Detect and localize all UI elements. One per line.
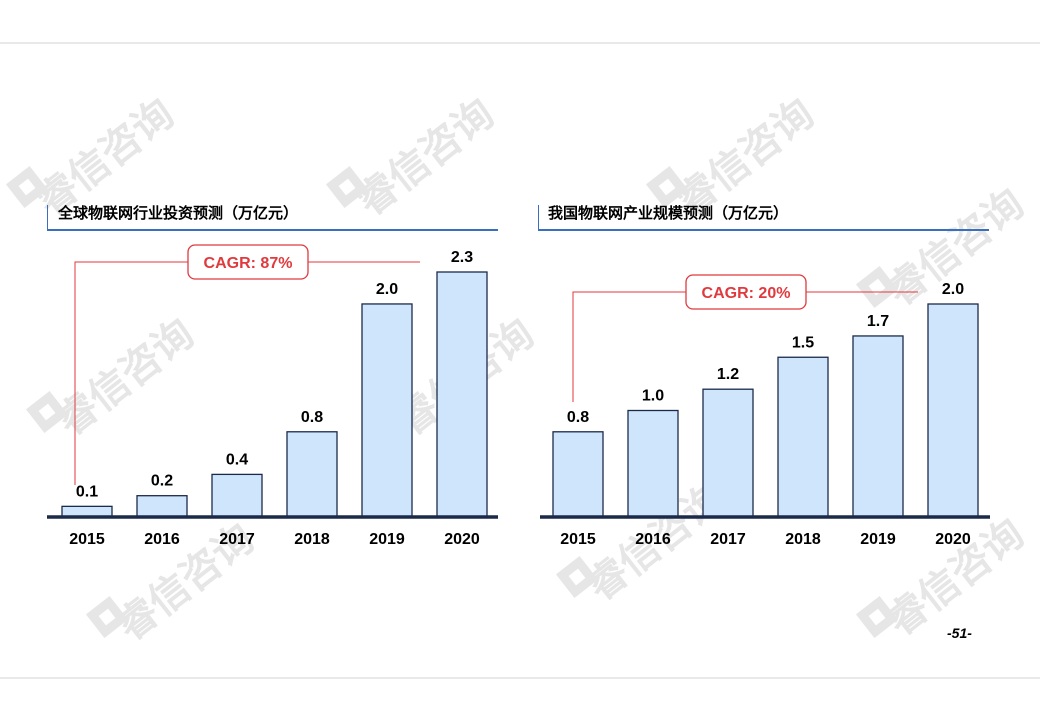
x-tick-label: 2018: [785, 531, 821, 548]
data-label: 1.7: [867, 313, 889, 330]
watermark-logo-icon: [553, 553, 601, 601]
bar: [552, 431, 604, 518]
top-rule: [0, 42, 1040, 44]
watermark-logo-icon: [643, 163, 691, 211]
x-tick-label: 2017: [710, 531, 746, 548]
x-tick-label: 2019: [860, 531, 896, 548]
cagr-box: [187, 244, 309, 280]
bar: [286, 431, 338, 518]
data-label: 2.0: [942, 281, 964, 298]
title-rule-right: [538, 229, 989, 231]
chart-title-china-iot-scale: 我国物联网产业规模预测（万亿元）: [548, 204, 789, 222]
bottom-rule: [0, 677, 1040, 679]
title-tick-right: [538, 205, 539, 231]
data-label: 1.5: [792, 334, 814, 351]
x-tick-label: 2016: [635, 531, 671, 548]
watermark-logo-icon: [23, 388, 71, 436]
bar: [852, 335, 904, 518]
bar: [702, 388, 754, 518]
data-label: 0.1: [76, 483, 98, 500]
data-label: 0.4: [226, 451, 248, 468]
watermark-logo-icon: [853, 263, 901, 311]
page-number: -51-: [947, 625, 972, 641]
x-tick-label: 2016: [144, 531, 180, 548]
chart-title-global-iot-investment: 全球物联网行业投资预测（万亿元）: [58, 204, 299, 222]
data-label: 2.0: [376, 281, 398, 298]
x-tick-label: 2020: [935, 531, 971, 548]
data-label: 2.3: [451, 249, 473, 266]
bar: [211, 473, 263, 518]
data-label: 1.2: [717, 366, 739, 383]
x-tick-label: 2015: [69, 531, 105, 548]
watermark-logo-icon: [83, 593, 131, 641]
cagr-label: CAGR: 20%: [702, 285, 791, 302]
data-label: 0.2: [151, 473, 173, 490]
bar: [927, 303, 979, 518]
x-tick-label: 2018: [294, 531, 330, 548]
title-tick-left: [47, 205, 48, 231]
x-tick-label: 2015: [560, 531, 596, 548]
cagr-box: [685, 274, 807, 310]
cagr-bracket-left: [74, 261, 188, 485]
watermark-logo-icon: [853, 593, 901, 641]
watermark-logo-icon: [3, 163, 51, 211]
cagr-bracket-left: [572, 291, 686, 402]
x-tick-label: 2019: [369, 531, 405, 548]
bar: [627, 409, 679, 518]
data-label: 1.0: [642, 388, 664, 405]
x-tick-label: 2020: [444, 531, 480, 548]
data-label: 0.8: [567, 409, 589, 426]
bar: [136, 495, 188, 518]
bar: [777, 356, 829, 518]
data-label: 0.8: [301, 409, 323, 426]
watermark-logo-icon: [323, 163, 371, 211]
bar: [436, 271, 488, 518]
cagr-label: CAGR: 87%: [204, 255, 293, 272]
bar: [361, 303, 413, 518]
title-rule-left: [47, 229, 498, 231]
x-tick-label: 2017: [219, 531, 255, 548]
